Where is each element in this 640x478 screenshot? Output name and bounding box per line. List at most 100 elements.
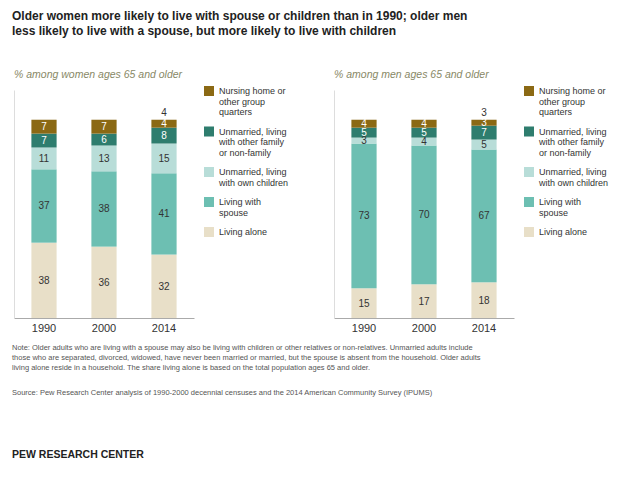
legend-label: Living withspouse <box>219 197 261 218</box>
data-label: 4 <box>421 118 427 129</box>
bar-segment <box>151 255 176 318</box>
text-line: Note: Older adults who are living with a… <box>12 343 473 352</box>
title: Older women more likely to live with spo… <box>12 9 467 38</box>
data-label: 8 <box>161 130 167 141</box>
legend-item: Living alone <box>524 227 587 237</box>
data-label: 41 <box>158 208 170 219</box>
legend-label: Unmarried, livingwith other familyor non… <box>538 127 607 158</box>
x-axis-line <box>335 318 515 319</box>
legend-swatch <box>524 127 534 137</box>
series-1 <box>351 144 496 289</box>
legend-label: Unmarried, livingwith other familyor non… <box>218 127 287 158</box>
data-label: 18 <box>478 295 490 306</box>
bar-segment <box>91 134 116 146</box>
legend-label: Unmarried, livingwith own children <box>218 167 288 188</box>
annotation: 3 <box>481 107 487 118</box>
bar-segment <box>91 146 116 172</box>
bar-segment <box>151 173 176 254</box>
bar-segment <box>91 247 116 318</box>
subtitle: % among men ages 65 and older <box>334 68 489 80</box>
bar-segment <box>351 288 376 318</box>
series-2 <box>31 144 176 174</box>
data-label: 38 <box>98 203 110 214</box>
x-tick-label: 2014 <box>472 322 496 334</box>
text-line: spouse <box>539 208 568 218</box>
text-line: Unmarried, living <box>539 167 607 177</box>
subtitle: % among women ages 65 and older <box>14 68 183 80</box>
text-line: Unmarried, living <box>219 127 287 137</box>
legend-label: Unmarried, livingwith own children <box>538 167 608 188</box>
text-line: other group <box>219 97 265 107</box>
x-tick: 2014 <box>472 318 496 334</box>
bar-segment <box>471 140 496 150</box>
legend-swatch <box>524 167 534 177</box>
text-line: with own children <box>538 178 608 188</box>
bar-segment <box>471 282 496 318</box>
text-line: with own children <box>218 178 288 188</box>
data-label: 4 <box>361 118 367 129</box>
series-4 <box>31 120 176 134</box>
x-tick-label: 2014 <box>152 322 176 334</box>
legend-swatch <box>524 227 534 237</box>
data-label: 32 <box>158 281 170 292</box>
text-line: with other family <box>218 137 285 147</box>
y-axis <box>334 91 335 319</box>
text-line: or non-family <box>219 148 272 158</box>
footer: PEW RESEARCH CENTER <box>12 448 144 460</box>
legend-item: Unmarried, livingwith own children <box>524 167 608 188</box>
text-line: quarters <box>539 107 573 117</box>
text-line: Older women more likely to live with spo… <box>12 9 467 23</box>
data-label: 3 <box>481 117 487 128</box>
text-line: Unmarried, living <box>219 167 287 177</box>
x-axis: 1990 2000 2014 <box>15 318 195 334</box>
text-line: with other family <box>538 137 605 147</box>
bar-segment <box>31 147 56 169</box>
x-tick-label: 2000 <box>92 322 116 334</box>
x-tick: 1990 <box>352 318 376 334</box>
legend-item: Living withspouse <box>524 197 581 218</box>
bar-segment <box>31 169 56 242</box>
text-line: or non-family <box>539 148 592 158</box>
text-line: Nursing home or <box>539 86 606 96</box>
data-label: 15 <box>358 298 370 309</box>
legend: Nursing home orother groupquarters Unmarr… <box>524 86 608 237</box>
data-label: 7 <box>41 121 47 132</box>
text-line: Source: Pew Research Center analysis of … <box>12 388 433 397</box>
bar-segment <box>411 284 436 318</box>
text-line: Unmarried, living <box>539 127 607 137</box>
legend-swatch <box>204 227 214 237</box>
x-axis: 1990 2000 2014 <box>335 318 515 334</box>
data-label: 6 <box>101 134 107 145</box>
panel: 3836323738411113157687744199020002014% a… <box>14 68 288 334</box>
chart-root: Older women more likely to live with spo… <box>0 0 640 478</box>
panel: 1517187370673455574433199020002014% amon… <box>334 68 608 334</box>
data-label: 17 <box>418 296 430 307</box>
legend-item: Nursing home orother groupquarters <box>524 86 606 117</box>
bar-segment <box>411 146 436 285</box>
data-label: 67 <box>478 210 490 221</box>
text-line: Living with <box>219 197 261 207</box>
legend-swatch <box>524 86 534 96</box>
legend-item: Unmarried, livingwith own children <box>204 167 288 188</box>
x-tick: 2000 <box>412 318 436 334</box>
text-line: Living alone <box>219 227 267 237</box>
text-line: Nursing home or <box>219 86 286 96</box>
x-tick-label: 1990 <box>352 322 376 334</box>
legend-label: Nursing home orother groupquarters <box>219 86 286 117</box>
data-labels: 151718737067345557443 <box>358 117 490 308</box>
legend-item: Nursing home orother groupquarters <box>204 86 286 117</box>
x-axis-line <box>15 318 195 319</box>
x-tick-label: 1990 <box>32 322 56 334</box>
legend-label: Living withspouse <box>539 197 581 218</box>
data-label: 11 <box>39 153 50 164</box>
legend-item: Unmarried, livingwith other familyor non… <box>204 127 287 158</box>
data-label: 7 <box>101 121 107 132</box>
bar-segment <box>151 128 176 144</box>
text-line: living alone reside in a household. The … <box>12 363 370 372</box>
bars <box>31 120 176 318</box>
bar-segment <box>351 144 376 289</box>
data-label: 7 <box>481 127 487 138</box>
data-label: 38 <box>38 275 50 286</box>
text-line: spouse <box>219 208 248 218</box>
bar-segment <box>31 243 56 318</box>
